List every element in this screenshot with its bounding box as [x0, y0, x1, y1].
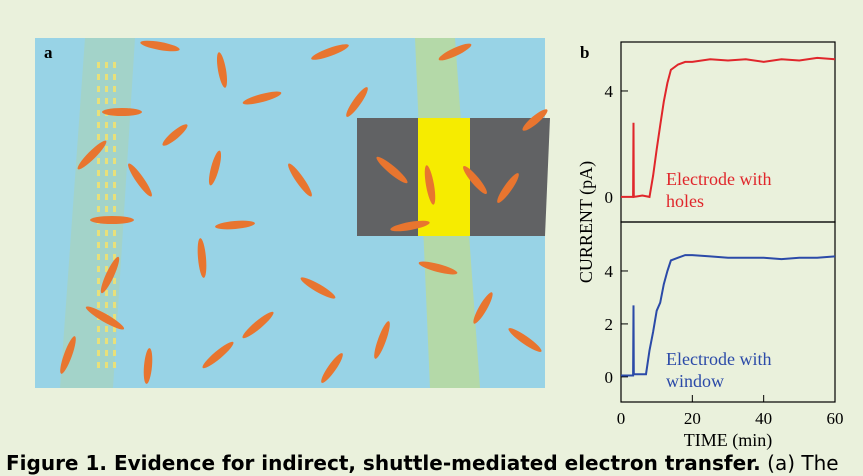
- x-tick-label: 60: [827, 409, 844, 428]
- y-axis-label: CURRENT (pA): [576, 161, 597, 283]
- x-tick-label: 20: [684, 409, 701, 428]
- annotation: holes: [666, 191, 704, 211]
- panel-label: a: [44, 43, 53, 62]
- y-tick-label: 4: [605, 262, 614, 281]
- figure: a b CURRENT (pA) TIME (min) Figure 1. Ev…: [0, 0, 863, 476]
- caption-text: (a) The: [767, 451, 838, 475]
- caption: Figure 1. Evidence for indirect, shuttle…: [6, 451, 839, 475]
- x-tick-label: 40: [755, 409, 772, 428]
- y-tick-label: 0: [605, 188, 614, 207]
- y-tick-label: 4: [605, 82, 614, 101]
- annotation: Electrode with: [666, 169, 771, 189]
- caption-bold: Figure 1. Evidence for indirect, shuttle…: [6, 451, 761, 475]
- annotation: window: [666, 371, 724, 391]
- x-axis-label: TIME (min): [684, 430, 772, 451]
- y-tick-label: 0: [605, 368, 614, 387]
- panel-label: b: [580, 43, 589, 62]
- annotation: Electrode with: [666, 349, 771, 369]
- y-tick-label: 2: [605, 315, 614, 334]
- illustration: [35, 38, 550, 388]
- x-tick-label: 0: [617, 409, 626, 428]
